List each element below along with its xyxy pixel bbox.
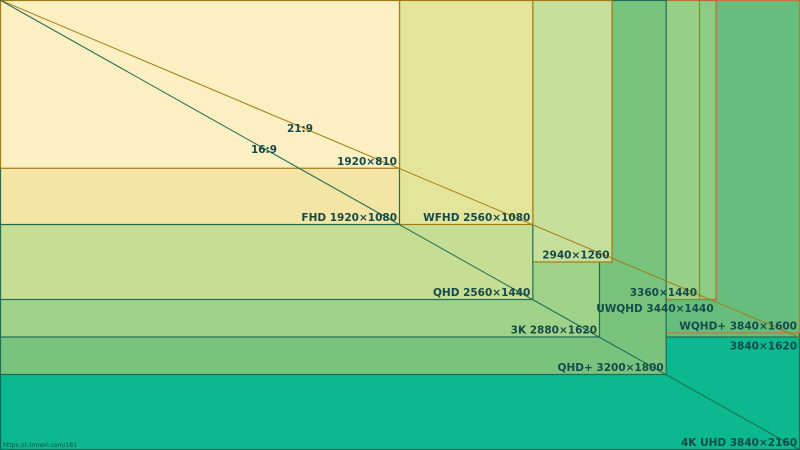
resolution-label: UWQHD 3440×1440 <box>596 303 713 315</box>
label-layer: 4K UHD 3840×2160 3840×1620 WQHD+ 3840×1600… <box>301 156 797 449</box>
resolution-label: 4K UHD 3840×2160 <box>681 437 797 449</box>
resolution-label: FHD 1920×1080 <box>301 212 397 224</box>
resolution-label: 3K 2880×1620 <box>511 325 597 337</box>
resolution-label: 3360×1440 <box>630 287 697 299</box>
ratio-label: 21:9 <box>287 123 313 135</box>
ratio-label: 16:9 <box>251 144 277 156</box>
ratio-line-21-9 <box>0 0 800 338</box>
resolution-label: WFHD 2560×1080 <box>423 212 530 224</box>
resolution-label: QHD 2560×1440 <box>433 287 530 299</box>
resolution-label: QHD+ 3200×1800 <box>558 362 664 374</box>
resolution-label: 3840×1620 <box>730 341 797 353</box>
source-url: https://c.lmnori.com/181 <box>3 442 77 449</box>
resolution-label: 1920×810 <box>337 156 397 168</box>
resolution-label: WQHD+ 3840×1600 <box>679 320 797 332</box>
resolution-label: 2940×1260 <box>542 250 609 262</box>
